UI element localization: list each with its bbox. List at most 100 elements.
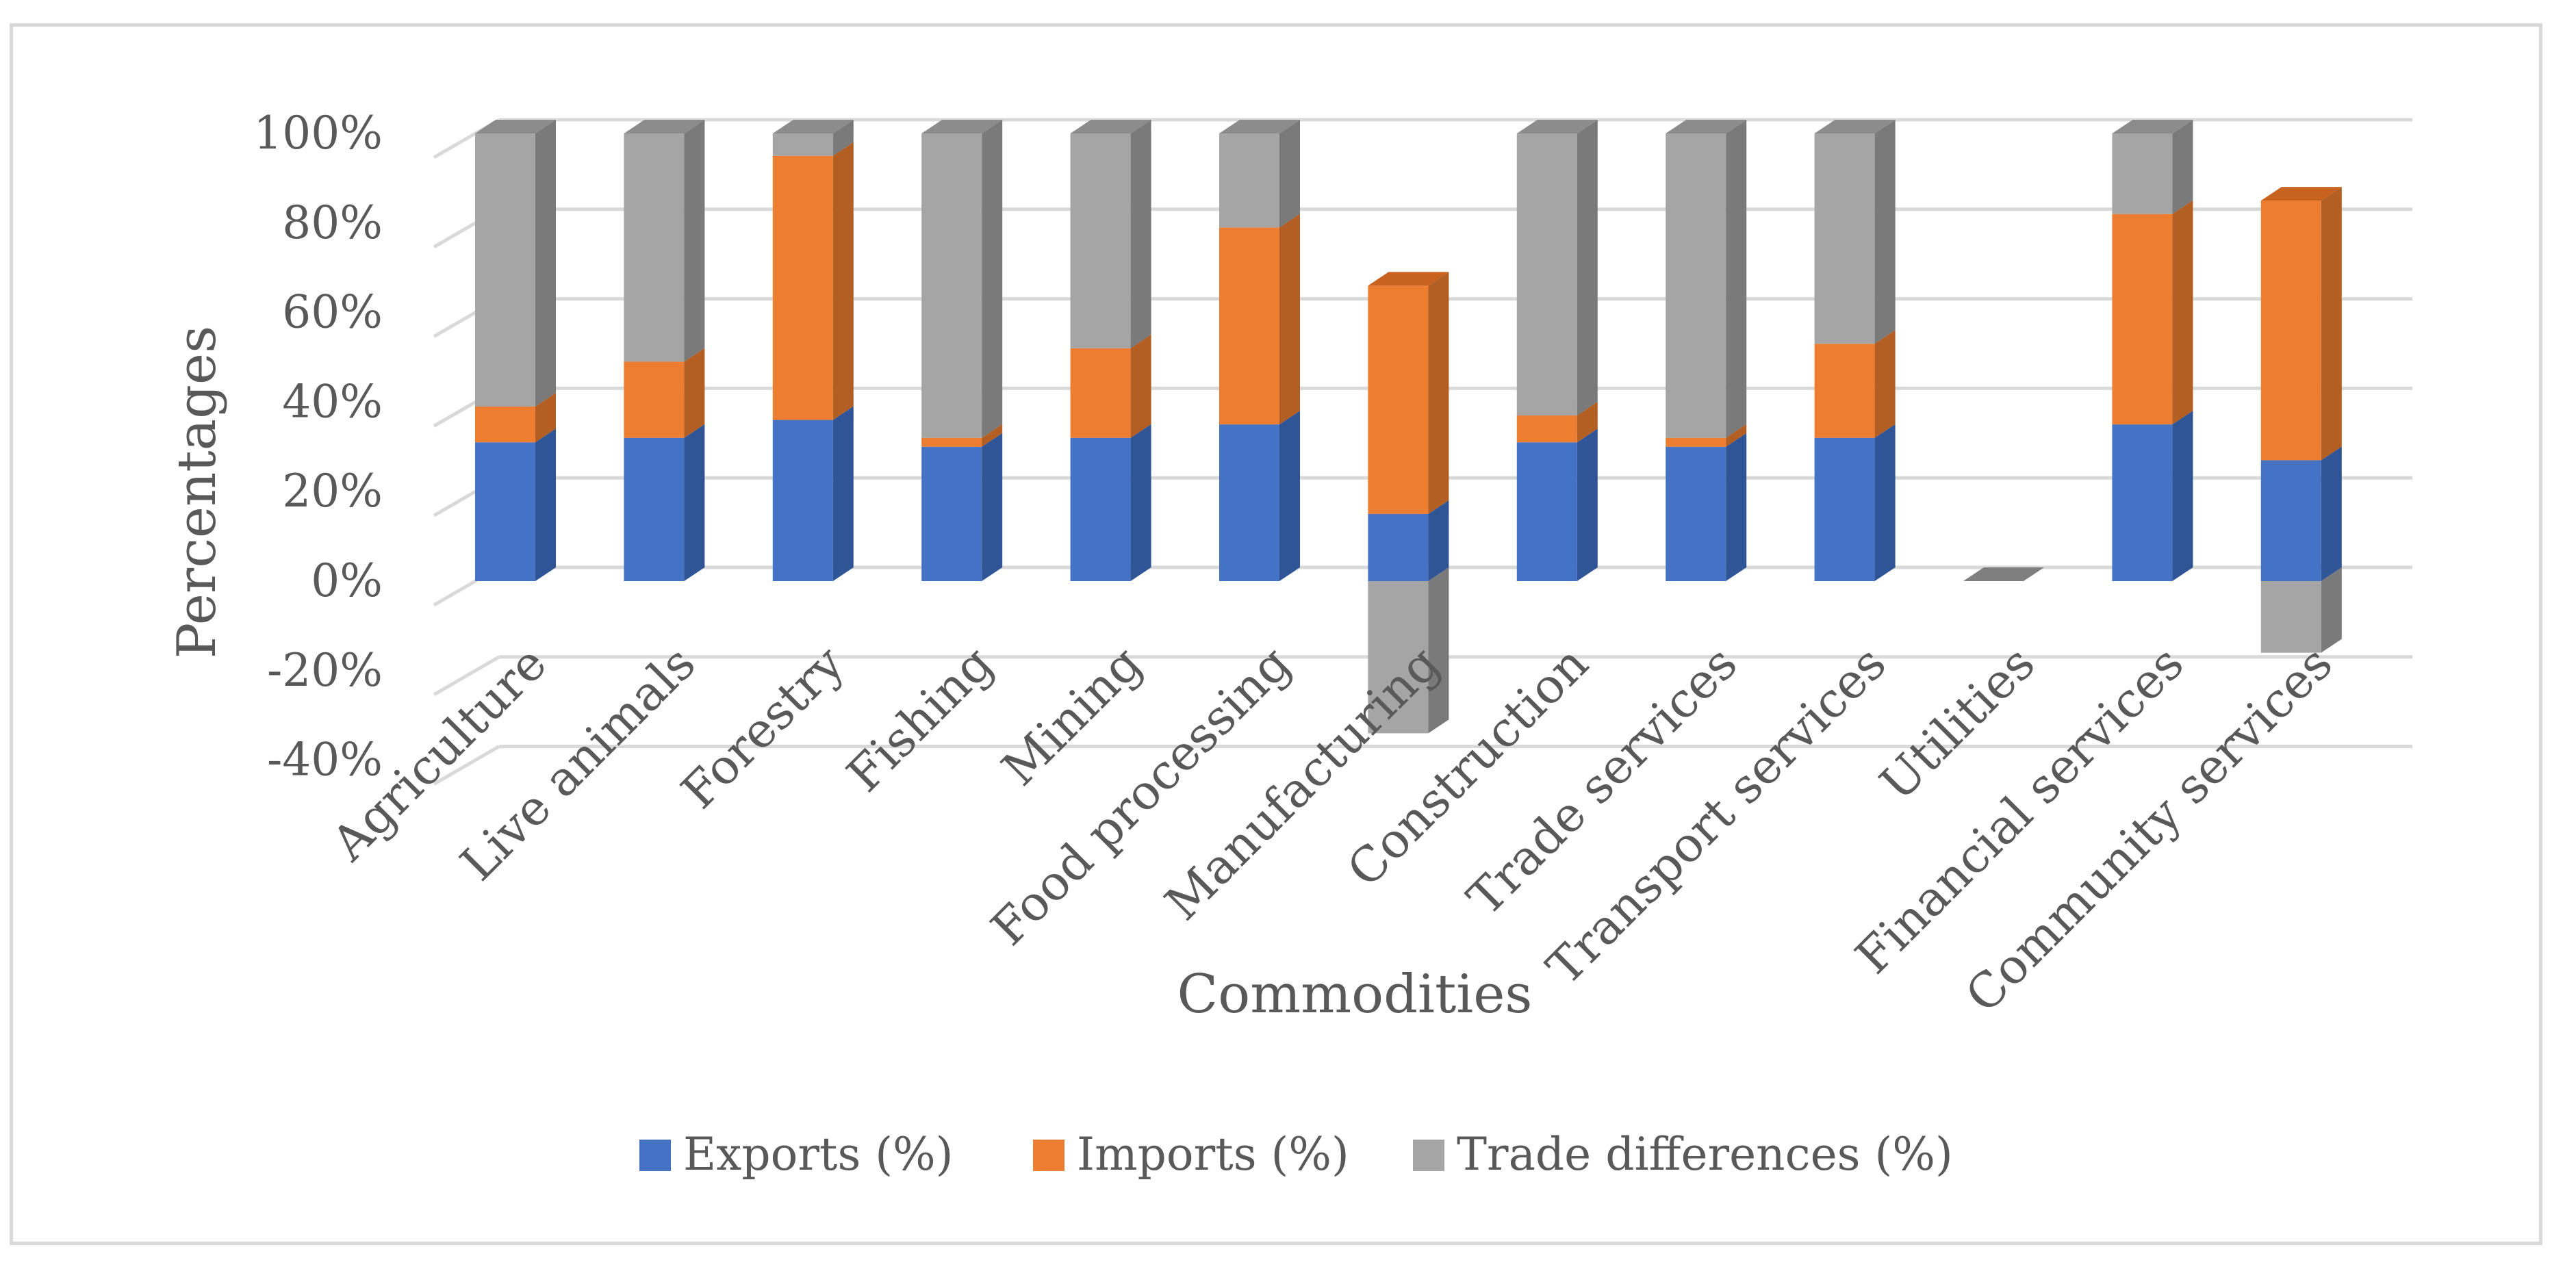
y-tick-label: 0% [311, 554, 383, 607]
y-tick-label: 100% [253, 107, 383, 159]
y-tick-label: 40% [282, 375, 383, 428]
bar-exports-6 [1368, 513, 1429, 581]
x-tick-label: Fishing [836, 635, 1004, 803]
bar-side-2-1 [832, 142, 854, 420]
bar-tradedifferences-3 [921, 133, 982, 438]
bar-imports-8 [1666, 437, 1726, 447]
bar-side-4-2 [1130, 120, 1151, 348]
bar-side-0-0 [535, 428, 556, 581]
bar-exports-0 [475, 442, 535, 581]
y-axis-title: Percentages [166, 326, 228, 658]
bar-side-1-1 [684, 348, 705, 438]
bar-tradedifferences-12 [2260, 581, 2321, 653]
bar-side-11-0 [2172, 411, 2193, 581]
bar-side-12-0 [2321, 446, 2342, 581]
bar-side-8-1 [1726, 424, 1747, 447]
bar-side-3-2 [982, 120, 1003, 438]
bar-exports-3 [921, 446, 982, 581]
bar-side-9-0 [1874, 424, 1896, 581]
bar-tradedifferences-5 [1219, 133, 1279, 228]
bar-side-2-0 [832, 406, 854, 581]
bar-top-0 [475, 120, 556, 133]
x-axis-title: Commodities [1177, 964, 1533, 1025]
bar-side-7-0 [1577, 428, 1598, 581]
gridline-stub [433, 655, 500, 696]
bar-side-6-1 [1428, 272, 1449, 514]
bar-imports-7 [1516, 415, 1577, 443]
bar-side-6-2 [1428, 567, 1449, 734]
bar-side-1-0 [684, 424, 705, 581]
bar-top-11 [2112, 120, 2193, 133]
bar-stack-2 [772, 120, 854, 581]
bar-stack-10 [1963, 567, 2044, 581]
chart-svg: -40%-20%0%20%40%60%80%100% AgricultureLi… [166, 107, 2412, 1181]
bar-exports-12 [2260, 460, 2321, 581]
bar-exports-7 [1516, 442, 1577, 581]
bar-side-0-2 [535, 120, 556, 407]
bar-imports-0 [475, 406, 535, 443]
bar-stack-6 [1368, 272, 1449, 734]
bar-side-2-2 [832, 120, 854, 156]
bar-tradedifferences-9 [1814, 133, 1875, 344]
bar-imports-5 [1219, 227, 1279, 425]
bar-side-1-2 [684, 120, 705, 362]
legend-label: Trade differences (%) [1457, 1128, 1953, 1181]
y-tick-label: 60% [282, 286, 383, 339]
bar-top-3 [921, 120, 1003, 133]
legend-swatch [1413, 1140, 1444, 1171]
bar-top-4 [1070, 120, 1151, 133]
legend-swatch [639, 1140, 671, 1171]
bar-stack-1 [624, 120, 705, 581]
bar-exports-5 [1219, 424, 1279, 581]
bar-exports-8 [1666, 446, 1726, 581]
legend-item-2: Trade differences (%) [1413, 1128, 1953, 1181]
bar-top-10 [1963, 567, 2044, 581]
bar-side-3-1 [982, 424, 1003, 447]
bar-side-8-2 [1726, 120, 1747, 438]
bar-side-9-2 [1874, 120, 1896, 344]
bar-stack-11 [2112, 120, 2193, 581]
bar-top-8 [1666, 120, 1747, 133]
bar-side-5-0 [1279, 411, 1300, 581]
chart-frame: -40% -20% 0% 20% 40% 60% 80% 100% Agriculture Li… [10, 23, 2542, 1245]
bar-imports-3 [921, 437, 982, 447]
x-tick-label: Trade services [1457, 635, 1748, 926]
legend-swatch [1033, 1140, 1064, 1171]
bar-exports-2 [772, 420, 833, 581]
bar-side-12-1 [2321, 187, 2342, 461]
bar-side-5-1 [1279, 214, 1300, 425]
bar-tradedifferences-7 [1516, 133, 1577, 416]
bar-stack-4 [1070, 120, 1151, 581]
y-tick-label: 20% [282, 465, 383, 517]
bar-top-6 [1368, 272, 1449, 286]
bar-imports-12 [2260, 201, 2321, 461]
bar-exports-1 [624, 437, 685, 581]
bar-tradedifferences-0 [475, 133, 535, 407]
y-tick-label: -40% [267, 734, 383, 786]
bar-side-11-2 [2172, 120, 2193, 214]
bar-exports-4 [1070, 437, 1131, 581]
y-tick-labels: -40% -20% 0% 20% 40% 60% 80% 100% [253, 107, 383, 786]
gridline-stub [433, 745, 500, 786]
legend-label: Imports (%) [1077, 1128, 1349, 1181]
x-tick-label: Manufacturing [1154, 635, 1450, 931]
y-tick-label: -20% [267, 644, 383, 697]
legend-item-1: Imports (%) [1033, 1128, 1349, 1181]
bar-tradedifferences-1 [624, 133, 685, 362]
bar-side-11-1 [2172, 200, 2193, 425]
bars [475, 120, 2342, 734]
bar-imports-1 [624, 361, 685, 438]
bar-tradedifferences-8 [1666, 133, 1726, 438]
bar-top-1 [624, 120, 705, 133]
bar-stack-5 [1219, 120, 1300, 581]
bar-side-4-1 [1130, 334, 1151, 438]
bar-side-12-2 [2321, 567, 2342, 653]
bar-top-12 [2260, 187, 2342, 201]
bar-tradedifferences-6 [1368, 581, 1429, 734]
bar-stack-3 [921, 120, 1003, 581]
bar-side-5-2 [1279, 120, 1300, 228]
legend-label: Exports (%) [683, 1128, 954, 1181]
bar-top-2 [772, 120, 854, 133]
bar-stack-8 [1666, 120, 1747, 581]
bar-side-3-0 [982, 433, 1003, 581]
